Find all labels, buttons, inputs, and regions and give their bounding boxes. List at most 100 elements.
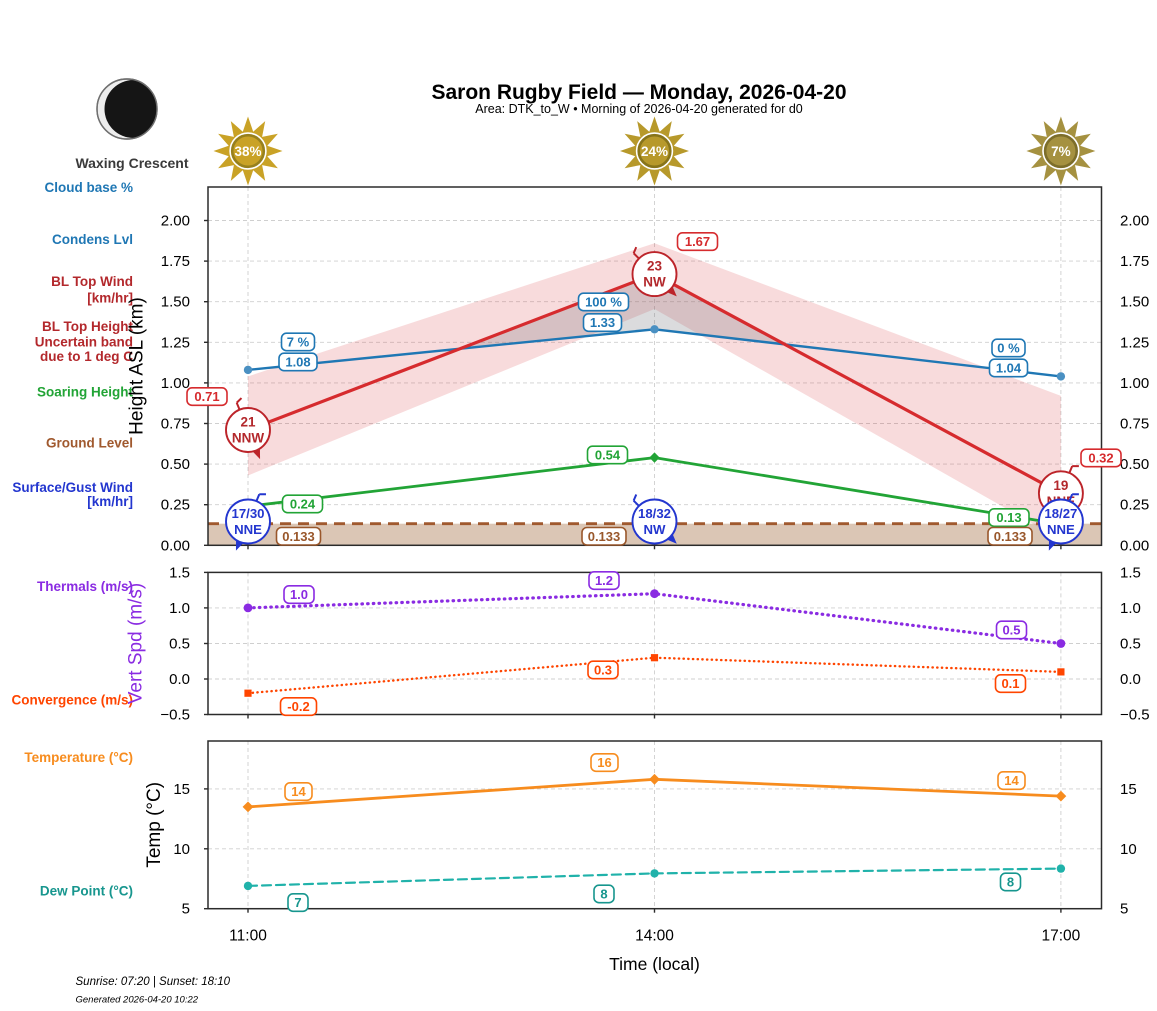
svg-text:18/32: 18/32 [638, 506, 671, 521]
svg-text:5: 5 [182, 901, 190, 918]
svg-text:1.5: 1.5 [169, 564, 190, 581]
svg-text:Convergence (m/s): Convergence (m/s) [11, 693, 133, 708]
svg-text:Time (local): Time (local) [609, 954, 700, 974]
svg-text:10: 10 [173, 841, 190, 858]
svg-text:-0.2: -0.2 [287, 699, 309, 714]
svg-text:10: 10 [1120, 841, 1137, 858]
svg-text:14:00: 14:00 [635, 928, 674, 945]
svg-text:0.133: 0.133 [588, 529, 621, 544]
svg-text:2.00: 2.00 [1120, 213, 1149, 230]
svg-text:38%: 38% [234, 144, 261, 159]
svg-text:[km/hr]: [km/hr] [87, 494, 133, 509]
svg-text:0.25: 0.25 [1120, 497, 1149, 514]
svg-text:14: 14 [291, 784, 306, 799]
svg-text:1.50: 1.50 [1120, 294, 1149, 311]
svg-text:18/27: 18/27 [1044, 506, 1077, 521]
svg-text:15: 15 [1120, 781, 1137, 798]
svg-text:0.54: 0.54 [595, 448, 621, 463]
svg-text:7 %: 7 % [287, 335, 310, 350]
svg-text:0.5: 0.5 [169, 636, 190, 653]
svg-text:8: 8 [1007, 875, 1014, 890]
svg-text:15: 15 [173, 781, 190, 798]
svg-text:19: 19 [1053, 478, 1068, 493]
svg-text:Uncertain band: Uncertain band [35, 334, 133, 349]
svg-text:1.25: 1.25 [161, 334, 190, 351]
svg-text:1.0: 1.0 [290, 587, 308, 602]
svg-text:NNE: NNE [234, 522, 262, 537]
svg-text:24%: 24% [641, 144, 668, 159]
svg-text:due to 1 deg C: due to 1 deg C [40, 349, 133, 364]
svg-text:0 %: 0 % [997, 341, 1020, 356]
svg-text:0.32: 0.32 [1088, 451, 1113, 466]
svg-text:100 %: 100 % [585, 295, 622, 310]
svg-text:BL Top Height: BL Top Height [42, 319, 133, 334]
svg-text:21: 21 [240, 415, 256, 430]
svg-text:NW: NW [644, 522, 667, 537]
svg-text:Height ASL (km): Height ASL (km) [127, 297, 148, 435]
svg-text:1.08: 1.08 [285, 355, 310, 370]
svg-text:Condens Lvl: Condens Lvl [52, 232, 133, 247]
svg-text:1.67: 1.67 [685, 234, 710, 249]
svg-text:0.50: 0.50 [1120, 456, 1149, 473]
svg-text:14: 14 [1004, 773, 1019, 788]
svg-text:0.75: 0.75 [1120, 416, 1149, 433]
svg-text:−0.5: −0.5 [160, 707, 190, 724]
svg-text:Area: DTK_to_W • Morning of 20: Area: DTK_to_W • Morning of 2026-04-20 g… [475, 102, 803, 116]
svg-text:Generated 2026-04-20 10:22: Generated 2026-04-20 10:22 [76, 995, 199, 1006]
svg-text:Soaring Height: Soaring Height [37, 385, 134, 400]
svg-text:1.0: 1.0 [169, 600, 190, 617]
svg-text:2.00: 2.00 [161, 213, 190, 230]
svg-text:0.3: 0.3 [594, 663, 612, 678]
svg-text:NNE: NNE [1047, 522, 1075, 537]
svg-text:1.0: 1.0 [1120, 600, 1141, 617]
svg-text:Temperature (°C): Temperature (°C) [24, 750, 133, 765]
svg-text:1.5: 1.5 [1120, 564, 1141, 581]
svg-text:17:00: 17:00 [1042, 928, 1081, 945]
svg-text:Waxing Crescent: Waxing Crescent [75, 155, 188, 171]
svg-text:NW: NW [643, 275, 666, 290]
svg-text:0.25: 0.25 [161, 497, 190, 514]
svg-text:1.25: 1.25 [1120, 334, 1149, 351]
svg-text:0.1: 0.1 [1001, 676, 1019, 691]
svg-text:1.2: 1.2 [595, 573, 613, 588]
svg-text:Sunrise: 07:20 | Sunset: 18:10: Sunrise: 07:20 | Sunset: 18:10 [76, 976, 231, 988]
svg-text:11:00: 11:00 [229, 928, 267, 945]
svg-text:1.04: 1.04 [996, 361, 1022, 376]
svg-text:0.13: 0.13 [996, 510, 1021, 525]
svg-text:−0.5: −0.5 [1120, 707, 1150, 724]
svg-text:23: 23 [647, 259, 663, 274]
svg-text:1.75: 1.75 [161, 253, 190, 270]
svg-text:0.0: 0.0 [169, 671, 190, 688]
svg-text:0.5: 0.5 [1002, 623, 1020, 638]
svg-text:0.71: 0.71 [194, 389, 219, 404]
svg-text:[km/hr]: [km/hr] [87, 291, 133, 306]
svg-text:17/30: 17/30 [231, 506, 264, 521]
svg-text:8: 8 [600, 887, 607, 902]
svg-text:Dew Point (°C): Dew Point (°C) [40, 884, 133, 899]
svg-text:Surface/Gust Wind: Surface/Gust Wind [12, 480, 133, 495]
svg-text:7%: 7% [1051, 144, 1071, 159]
svg-text:Saron Rugby Field — Monday, 20: Saron Rugby Field — Monday, 2026-04-20 [431, 81, 846, 104]
svg-text:0.00: 0.00 [161, 537, 190, 554]
svg-text:1.50: 1.50 [161, 294, 190, 311]
svg-text:0.133: 0.133 [994, 529, 1027, 544]
svg-text:Temp (°C): Temp (°C) [144, 782, 165, 868]
svg-text:NNW: NNW [232, 431, 264, 446]
svg-text:Thermals (m/s): Thermals (m/s) [37, 579, 133, 594]
svg-text:1.00: 1.00 [161, 375, 190, 392]
svg-text:0.0: 0.0 [1120, 671, 1141, 688]
svg-text:7: 7 [294, 895, 301, 910]
svg-text:1.00: 1.00 [1120, 375, 1149, 392]
svg-text:Vert Spd (m/s): Vert Spd (m/s) [126, 583, 147, 704]
svg-text:16: 16 [597, 755, 611, 770]
svg-text:0.133: 0.133 [282, 529, 315, 544]
svg-text:0.24: 0.24 [290, 497, 316, 512]
svg-text:0.00: 0.00 [1120, 537, 1149, 554]
svg-text:Cloud base %: Cloud base % [44, 180, 133, 195]
svg-text:BL Top Wind: BL Top Wind [51, 274, 133, 289]
svg-text:Ground Level: Ground Level [46, 435, 133, 450]
svg-text:0.75: 0.75 [161, 416, 190, 433]
svg-text:0.5: 0.5 [1120, 636, 1141, 653]
svg-text:1.33: 1.33 [590, 315, 615, 330]
svg-text:1.75: 1.75 [1120, 253, 1149, 270]
